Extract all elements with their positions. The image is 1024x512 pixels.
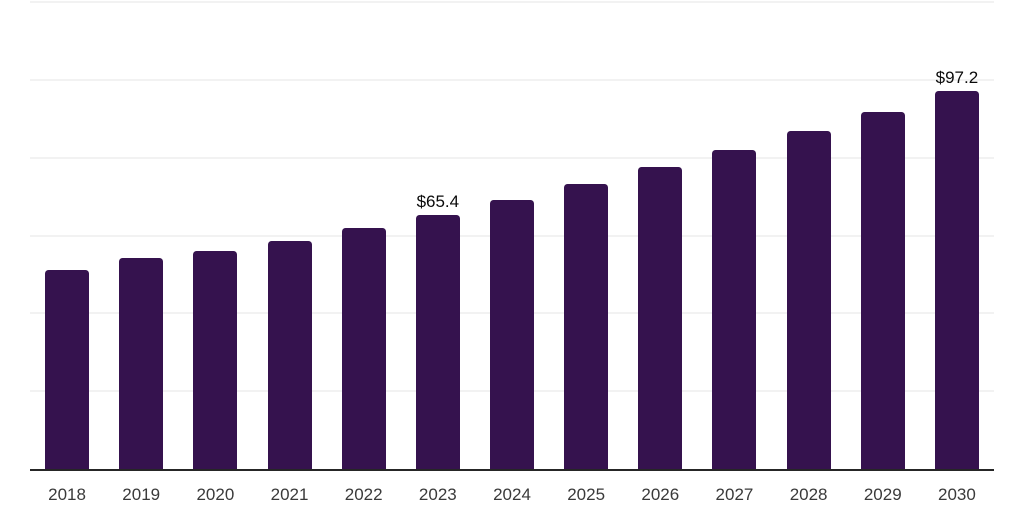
x-tick-label-2023: 2023	[418, 485, 457, 504]
x-tick-label-2028: 2028	[789, 485, 828, 504]
x-tick-label-2024: 2024	[493, 485, 531, 504]
x-axis: 2018 2019 2020 2021 2022 2023 2024 2025 2026 2027…	[30, 486, 994, 506]
gridline-y80	[30, 156, 994, 159]
bar-2026[interactable]	[638, 167, 683, 469]
bar-value-label-2023: $65.4	[416, 191, 460, 211]
bar-2028[interactable]	[786, 130, 831, 469]
bar-2027[interactable]	[712, 150, 757, 469]
x-tick-label-2018: 2018	[48, 485, 86, 504]
plot-area: $65.4 $97.2	[30, 1, 994, 471]
bar-value-label-2030: $97.2	[935, 67, 979, 87]
bar-2030[interactable]	[934, 90, 979, 469]
bar-2018[interactable]	[45, 270, 90, 469]
bar-2022[interactable]	[341, 227, 386, 469]
x-tick-label-2027: 2027	[715, 485, 754, 504]
gridline-y100	[30, 78, 994, 81]
bar-2019[interactable]	[119, 258, 164, 469]
x-tick-label-2021: 2021	[270, 485, 309, 504]
bar-2020[interactable]	[193, 250, 238, 469]
x-tick-label-2026: 2026	[641, 485, 680, 504]
x-tick-label-2022: 2022	[344, 485, 383, 504]
bar-2029[interactable]	[860, 111, 905, 469]
x-tick-label-2020: 2020	[196, 485, 235, 504]
x-tick-label-2030: 2030	[938, 485, 976, 504]
gridline-y120	[30, 1, 994, 3]
x-tick-label-2025: 2025	[567, 485, 606, 504]
bar-2021[interactable]	[267, 240, 312, 469]
bar-2024[interactable]	[490, 200, 534, 469]
x-tick-label-2029: 2029	[863, 485, 902, 504]
bar-2023[interactable]	[415, 214, 460, 469]
bar-2025[interactable]	[564, 184, 609, 469]
x-tick-label-2019: 2019	[122, 485, 161, 504]
